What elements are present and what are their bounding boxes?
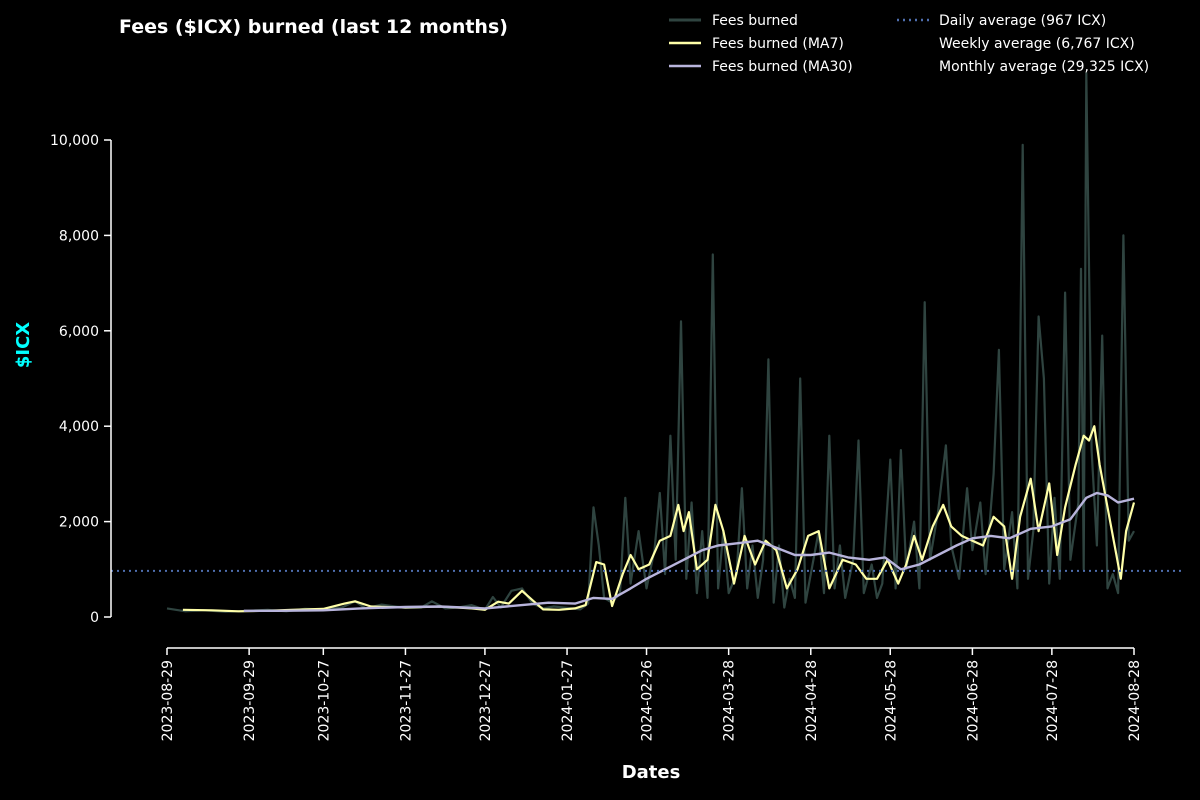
y-tick-label: 2,000 <box>59 515 99 531</box>
legend-label: Fees burned (MA30) <box>712 59 853 75</box>
x-axis-ticks: 2023-08-29 2023-09-29 2023-10-27 2023-11-27… <box>160 648 1143 741</box>
x-tick-label: 2024-07-28 <box>1045 660 1061 741</box>
x-axis-title: Dates <box>622 762 681 783</box>
x-tick-label: 2024-05-28 <box>883 660 899 741</box>
x-tick-label: 2024-03-28 <box>722 660 738 741</box>
x-tick-label: 2024-02-26 <box>640 660 656 741</box>
x-tick-label: 2023-09-29 <box>242 660 258 741</box>
legend-label: Weekly average (6,767 ICX) <box>939 36 1135 52</box>
y-axis-ticks: 0 2,000 4,000 6,000 8,000 10,000 <box>50 133 111 626</box>
x-tick-label: 2023-10-27 <box>316 660 332 741</box>
x-tick-label: 2023-11-27 <box>398 660 414 741</box>
y-tick-label: 8,000 <box>59 228 99 244</box>
y-tick-label: 0 <box>90 610 99 626</box>
y-tick-label: 6,000 <box>59 324 99 340</box>
x-tick-label: 2023-12-27 <box>478 660 494 741</box>
x-tick-label: 2024-08-28 <box>1127 660 1143 741</box>
legend-label: Fees burned (MA7) <box>712 36 844 52</box>
legend-label: Daily average (967 ICX) <box>939 13 1106 29</box>
chart-title: Fees ($ICX) burned (last 12 months) <box>119 16 508 38</box>
x-tick-label: 2024-01-27 <box>560 660 576 741</box>
x-tick-label: 2024-04-28 <box>804 660 820 741</box>
legend-label: Fees burned <box>712 13 798 29</box>
y-tick-label: 10,000 <box>50 133 99 149</box>
plot-area <box>111 72 1185 613</box>
series-layer <box>166 72 1136 613</box>
y-tick-label: 4,000 <box>59 419 99 435</box>
legend: Fees burned Fees burned (MA7) Fees burned … <box>669 13 1149 75</box>
y-axis-title: $ICX <box>13 322 34 368</box>
fees-burned-line <box>166 72 1135 613</box>
x-tick-label: 2023-08-29 <box>160 660 176 741</box>
legend-label: Monthly average (29,325 ICX) <box>939 59 1149 75</box>
fees-ma7-line <box>182 425 1136 613</box>
fees-ma30-line <box>243 491 1135 612</box>
x-tick-label: 2024-06-28 <box>965 660 981 741</box>
